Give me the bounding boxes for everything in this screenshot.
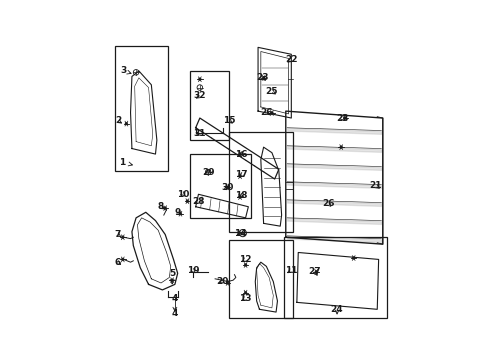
Text: 24: 24 [331,305,343,314]
Text: 32: 32 [194,91,206,100]
Circle shape [315,270,318,273]
Text: 4: 4 [172,309,178,318]
Circle shape [239,195,242,198]
Text: 18: 18 [235,191,247,200]
Circle shape [164,207,167,210]
Text: 9: 9 [174,208,181,217]
Circle shape [352,257,355,260]
Text: 31: 31 [194,129,206,138]
Circle shape [226,282,229,284]
Circle shape [122,258,124,261]
Text: 26: 26 [260,108,272,117]
Text: 29: 29 [202,168,215,177]
Circle shape [186,200,189,203]
Text: 17: 17 [235,170,248,179]
Circle shape [244,264,247,266]
Circle shape [239,175,242,177]
Bar [229,240,293,318]
Text: 23: 23 [256,73,269,82]
Text: 15: 15 [222,116,235,125]
Text: 28: 28 [192,197,205,206]
Text: 1: 1 [120,158,132,167]
Text: 8: 8 [158,202,165,211]
Text: 21: 21 [369,181,382,190]
Text: 10: 10 [177,190,190,199]
Text: 2: 2 [115,116,122,125]
Circle shape [171,279,173,282]
Text: 23: 23 [336,113,348,122]
Text: 6: 6 [114,258,121,267]
Circle shape [344,117,347,120]
Text: 25: 25 [266,87,278,96]
Circle shape [262,76,265,79]
Circle shape [340,146,343,149]
Text: 7: 7 [114,230,121,239]
Text: 13: 13 [239,294,252,303]
Circle shape [198,78,201,81]
Text: 27: 27 [309,267,321,276]
Text: 30: 30 [221,183,234,192]
Circle shape [226,186,229,189]
Text: 3: 3 [121,66,131,75]
Bar [284,237,387,318]
Bar [229,132,293,232]
Bar [190,71,229,140]
Bar [190,154,251,218]
Circle shape [125,122,128,125]
Text: 19: 19 [187,266,199,275]
Circle shape [239,153,242,156]
Text: 14: 14 [234,229,246,238]
Bar [115,46,168,171]
Text: 11: 11 [285,266,297,275]
Text: 12: 12 [239,255,252,264]
Circle shape [179,212,182,215]
Text: 16: 16 [235,150,247,158]
Text: 22: 22 [285,55,297,64]
Text: 4: 4 [172,294,178,311]
Circle shape [122,236,124,239]
Text: 5: 5 [169,269,175,284]
Text: 20: 20 [216,277,228,286]
Circle shape [244,291,247,294]
Text: 26: 26 [322,199,335,208]
Circle shape [270,112,273,114]
